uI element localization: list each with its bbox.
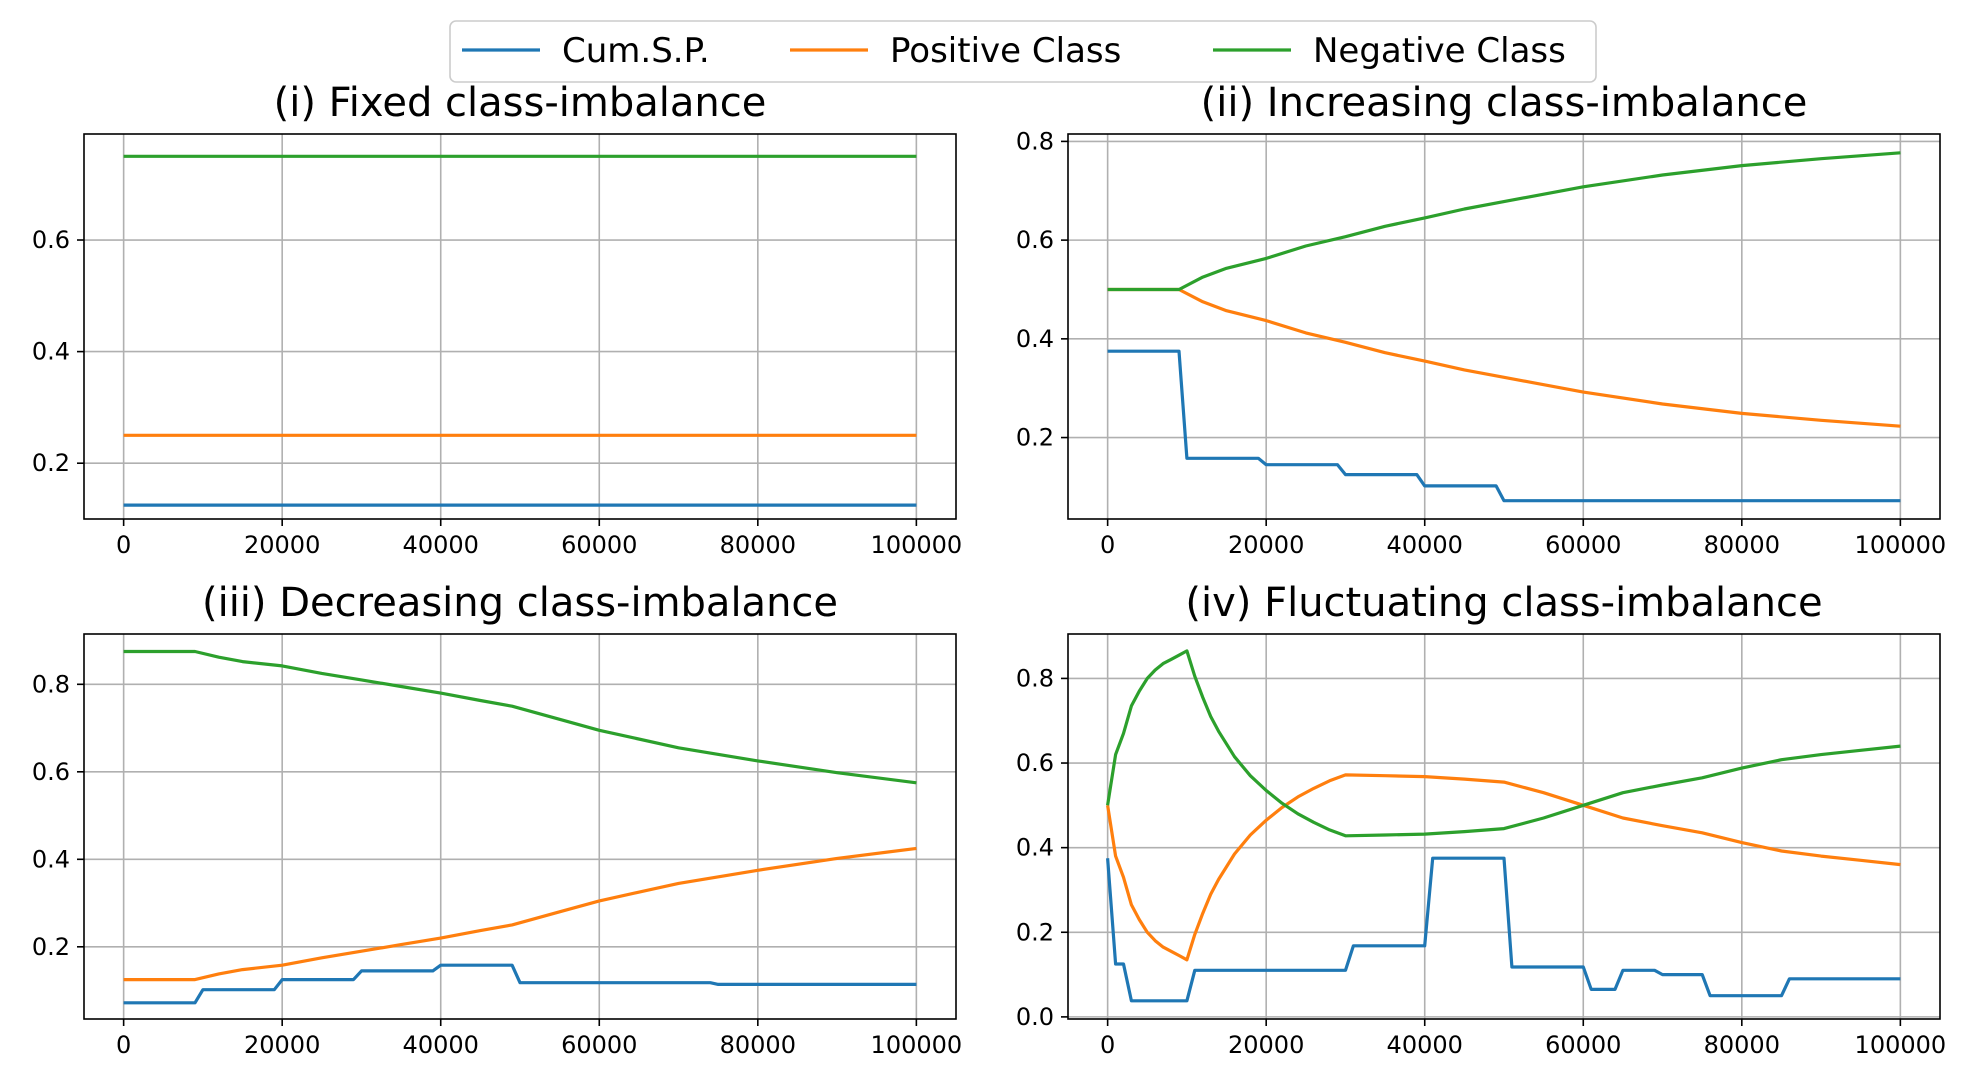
x-tick-label: 100000 — [871, 1031, 963, 1059]
y-tick-label: 0.6 — [32, 758, 70, 786]
axes-frame — [83, 633, 957, 1020]
x-tick-label: 60000 — [1545, 1031, 1621, 1059]
axes-frame — [1067, 133, 1941, 520]
series-line — [123, 649, 917, 785]
series-line — [123, 963, 917, 1005]
x-tick-label: 40000 — [403, 531, 479, 559]
x-tick-label: 40000 — [1387, 1031, 1463, 1059]
series-line — [1106, 649, 1901, 838]
x-tick-label: 80000 — [720, 531, 796, 559]
x-tick-label: 40000 — [1387, 531, 1463, 559]
legend-box — [449, 20, 1597, 83]
plot-area — [84, 634, 956, 1019]
y-tick-label: 0.8 — [32, 670, 70, 698]
subplot-title: (ii) Increasing class-imbalance — [1201, 80, 1808, 126]
axes-frame — [83, 133, 957, 520]
x-tick-label: 0 — [1100, 531, 1115, 559]
y-tick-label: 0.6 — [1016, 749, 1054, 777]
subplot-title: (iii) Decreasing class-imbalance — [202, 580, 838, 626]
legend-entry: Cum.S.P. — [462, 31, 710, 71]
y-tick-label: 0.4 — [32, 338, 70, 366]
legend-label: Positive Class — [890, 31, 1121, 71]
subplot-title: (i) Fixed class-imbalance — [274, 80, 767, 126]
x-tick-label: 100000 — [1855, 1031, 1947, 1059]
series-line — [1106, 773, 1901, 962]
y-tick-label: 0.8 — [1016, 664, 1054, 692]
y-tick-label: 0.6 — [1016, 226, 1054, 254]
x-tick-label: 40000 — [403, 1031, 479, 1059]
legend-label: Cum.S.P. — [562, 31, 710, 71]
x-tick-label: 0 — [116, 531, 131, 559]
x-tick-label: 60000 — [1545, 531, 1621, 559]
y-tick-label: 0.8 — [1016, 127, 1054, 155]
x-tick-label: 20000 — [1228, 531, 1304, 559]
subplot-title: (iv) Fluctuating class-imbalance — [1185, 580, 1822, 626]
x-tick-label: 100000 — [1855, 531, 1947, 559]
x-tick-label: 60000 — [561, 1031, 637, 1059]
legend: Cum.S.P. Positive Class Negative Class — [449, 20, 1597, 83]
y-tick-label: 0.2 — [32, 449, 70, 477]
plot-area — [1068, 634, 1940, 1019]
y-tick-label: 0.0 — [1016, 1003, 1054, 1031]
x-tick-label: 20000 — [244, 531, 320, 559]
series-line — [1107, 349, 1901, 503]
x-tick-label: 0 — [1100, 1031, 1115, 1059]
subplot: (iv) Fluctuating class-imbalance 0 20000 40… — [1016, 580, 1946, 1059]
x-tick-label: 80000 — [1704, 531, 1780, 559]
x-tick-label: 80000 — [1704, 1031, 1780, 1059]
subplot: (iii) Decreasing class-imbalance 0 20000 40… — [32, 580, 962, 1059]
series-line — [1107, 287, 1901, 428]
y-tick-label: 0.2 — [1016, 424, 1054, 452]
y-tick-label: 0.4 — [1016, 834, 1054, 862]
subplot: (ii) Increasing class-imbalance 0 20000 400… — [1016, 80, 1946, 559]
y-tick-label: 0.4 — [32, 845, 70, 873]
legend-entry: Negative Class — [1213, 31, 1566, 71]
subplot: (i) Fixed class-imbalance 0 20000 40000 6000… — [32, 80, 962, 559]
x-tick-label: 0 — [116, 1031, 131, 1059]
legend-label: Negative Class — [1313, 31, 1566, 71]
plot-area — [1068, 134, 1940, 519]
x-tick-label: 100000 — [871, 531, 963, 559]
series-line — [1107, 151, 1901, 292]
legend-entry: Positive Class — [790, 31, 1121, 71]
subplots: (i) Fixed class-imbalance 0 20000 40000 6000… — [32, 80, 1946, 1059]
axes-frame — [1067, 633, 1941, 1020]
y-tick-label: 0.2 — [1016, 918, 1054, 946]
y-tick-label: 0.6 — [32, 226, 70, 254]
y-tick-label: 0.4 — [1016, 325, 1054, 353]
x-tick-label: 20000 — [1228, 1031, 1304, 1059]
y-tick-label: 0.2 — [32, 933, 70, 961]
x-tick-label: 60000 — [561, 531, 637, 559]
series-line — [1106, 856, 1901, 1003]
series-line — [123, 846, 917, 982]
x-tick-label: 80000 — [720, 1031, 796, 1059]
x-tick-label: 20000 — [244, 1031, 320, 1059]
plot-area — [84, 134, 956, 519]
